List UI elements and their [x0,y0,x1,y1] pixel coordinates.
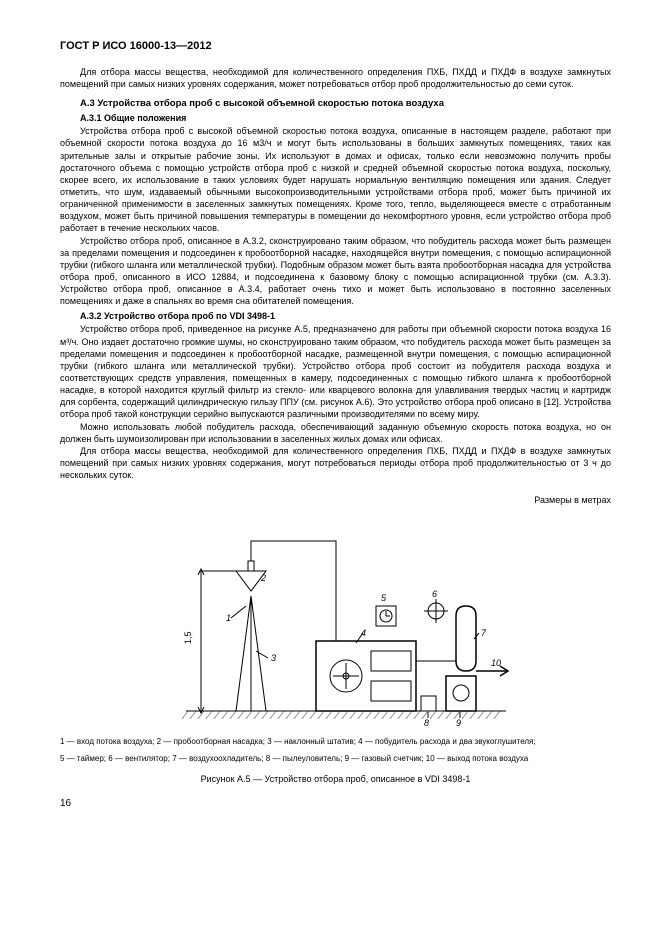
figure-a5: 2 1 3 1,5 4 [60,511,611,731]
svg-text:9: 9 [456,718,461,728]
paragraph-a32-2: Можно использовать любой побудитель расх… [60,421,611,445]
svg-text:4: 4 [361,628,366,638]
svg-text:2: 2 [260,573,266,583]
section-a31-title: А.3.1 Общие положения [60,113,611,123]
figure-legend-line1: 1 — вход потока воздуха; 2 — пробоотборн… [60,737,611,747]
figure-legend-line2: 5 — таймер; 6 — вентилятор; 7 — воздухоо… [60,754,611,764]
svg-text:3: 3 [271,653,276,663]
svg-text:6: 6 [432,589,437,599]
svg-text:1,5: 1,5 [183,632,193,645]
paragraph-a31-1: Устройства отбора проб с высокой объемно… [60,125,611,234]
page-number: 16 [60,798,611,809]
paragraph-a31-2: Устройство отбора проб, описанное в А.3.… [60,235,611,308]
figure-a5-svg: 2 1 3 1,5 4 [136,511,536,731]
svg-text:10: 10 [491,658,501,668]
paragraph-a32-3: Для отбора массы вещества, необходимой д… [60,445,611,481]
dimension-note: Размеры в метрах [60,495,611,505]
figure-caption: Рисунок А.5 — Устройство отбора проб, оп… [60,774,611,784]
svg-text:1: 1 [226,613,231,623]
svg-text:7: 7 [481,628,487,638]
svg-text:8: 8 [424,718,429,728]
section-a32-title: А.3.2 Устройство отбора проб по VDI 3498… [60,311,611,321]
document-header: ГОСТ Р ИСО 16000-13—2012 [60,40,611,52]
svg-text:5: 5 [381,593,387,603]
paragraph-intro: Для отбора массы вещества, необходимой д… [60,66,611,90]
section-a3-title: А.3 Устройства отбора проб с высокой объ… [60,98,611,109]
paragraph-a32-1: Устройство отбора проб, приведенное на р… [60,323,611,420]
